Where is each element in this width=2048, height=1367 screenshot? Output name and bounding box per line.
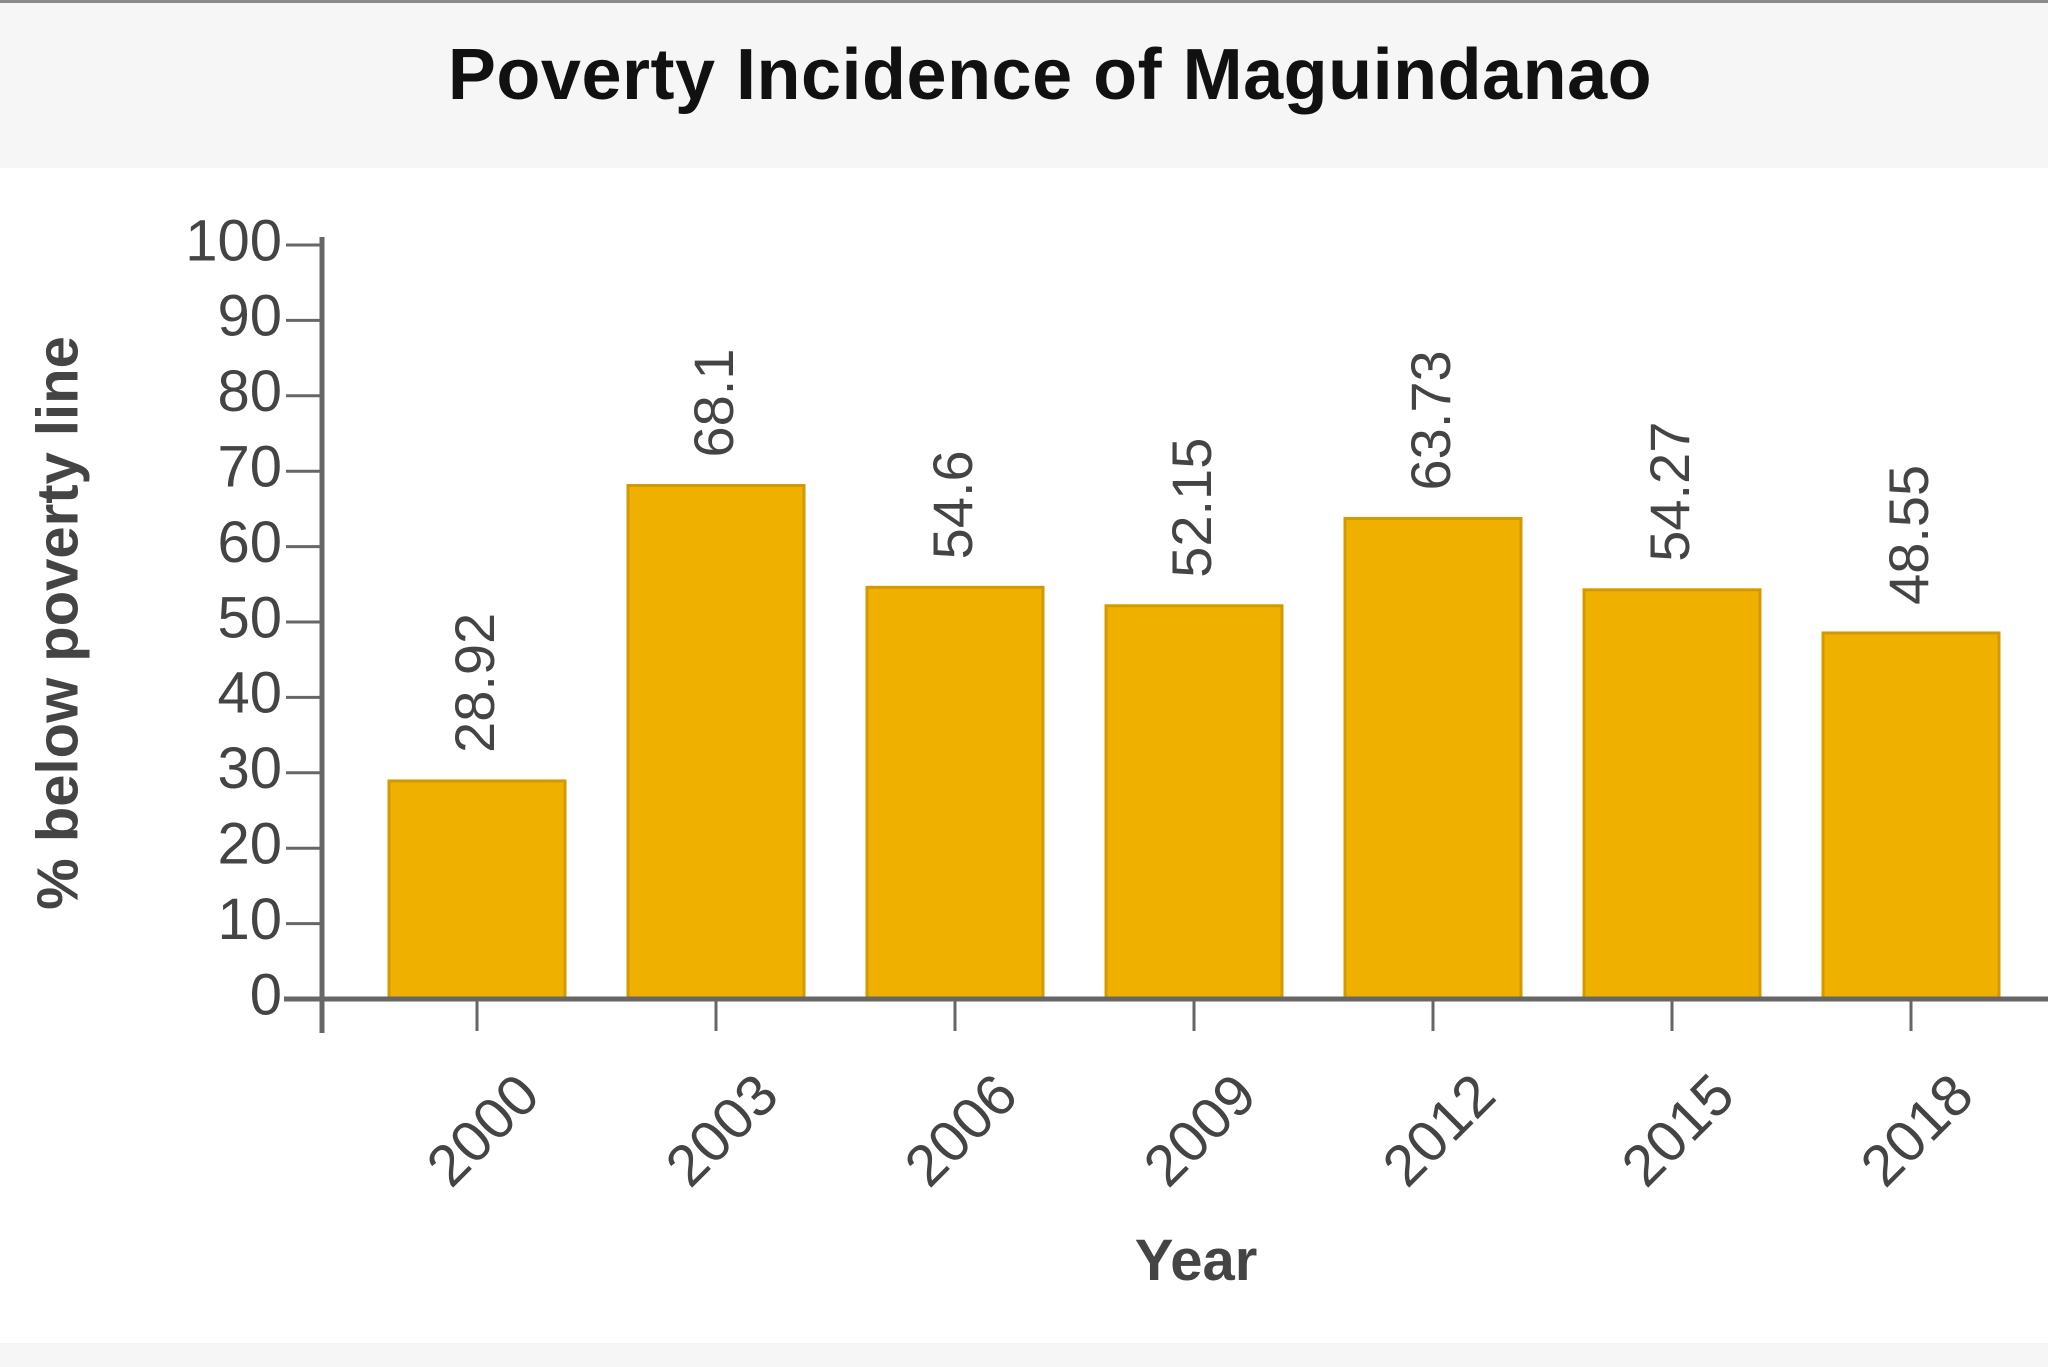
x-tick-label: 2003	[653, 1062, 790, 1199]
bar-2012	[1343, 516, 1523, 1001]
x-tick-label: 2009	[1131, 1062, 1268, 1199]
y-tick-label: 0	[250, 962, 282, 1027]
bar-2015	[1582, 588, 1762, 1001]
bar-value-label: 54.6	[921, 450, 984, 559]
y-tick-label: 70	[217, 435, 282, 500]
bar-2003	[626, 484, 806, 1001]
y-tick-label: 50	[217, 585, 282, 650]
bar-value-label: 52.15	[1160, 438, 1223, 578]
bar-2006	[865, 585, 1045, 1001]
y-tick-label: 30	[217, 736, 282, 801]
y-tick-label: 90	[217, 284, 282, 349]
y-tick-label: 20	[217, 812, 282, 877]
y-axis-title: % below poverty line	[25, 336, 90, 910]
y-tick-label: 100	[185, 208, 282, 273]
bar-chart: 28.92 68.1 54.6 52.15 63.73 54.27 48.55 0 10 20 30…	[25, 208, 2048, 1293]
bar-2018	[1821, 631, 2001, 1001]
x-tick-label: 2018	[1848, 1062, 1985, 1199]
y-tick-label: 80	[217, 359, 282, 424]
bottom-strip	[0, 1343, 2048, 1367]
bar-value-label: 68.1	[682, 349, 745, 458]
y-tick-label: 40	[217, 661, 282, 726]
x-tick-label: 2006	[892, 1062, 1029, 1199]
x-tick-label: 2015	[1609, 1062, 1746, 1199]
bar-2000	[387, 779, 567, 1001]
chart-title: Poverty Incidence of Maguindanao	[447, 35, 1653, 115]
y-tick-label: 10	[217, 887, 282, 952]
y-tick-label: 60	[217, 510, 282, 575]
x-axis-title: Year	[1135, 1228, 1258, 1293]
bar-value-label: 48.55	[1877, 465, 1940, 605]
bar-value-label: 54.27	[1638, 422, 1701, 562]
bar-2009	[1104, 604, 1284, 1001]
bar-value-label: 63.73	[1399, 350, 1462, 490]
x-tick-label: 2012	[1370, 1062, 1507, 1199]
bar-value-label: 28.92	[443, 613, 506, 753]
plot-panel: 28.92 68.1 54.6 52.15 63.73 54.27 48.55 0 10 20 30…	[0, 168, 2048, 1343]
x-tick-label: 2000	[414, 1062, 551, 1199]
title-bar: Poverty Incidence of Maguindanao	[0, 6, 2048, 168]
